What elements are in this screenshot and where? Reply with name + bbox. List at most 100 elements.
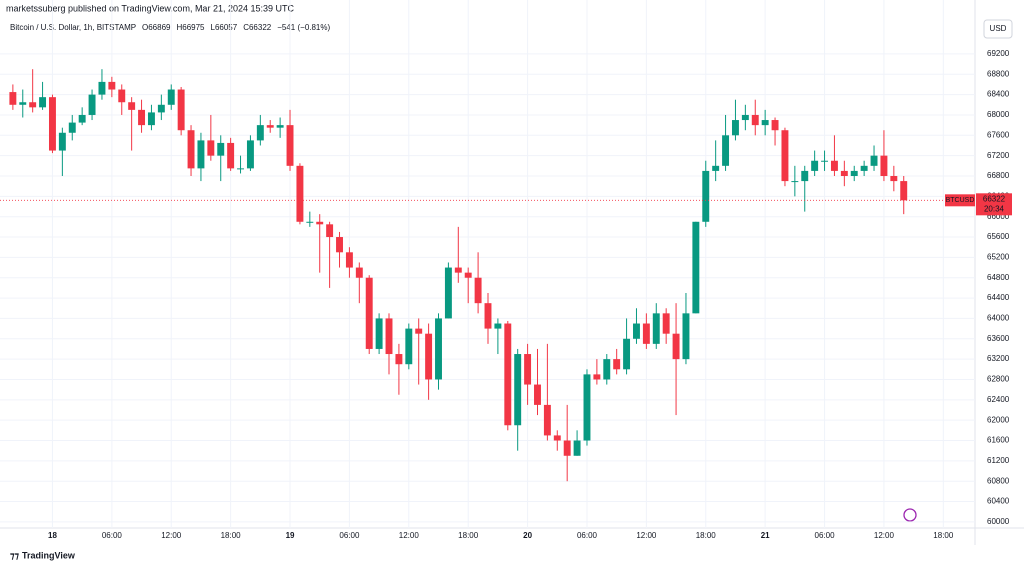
candle-body (78, 114, 86, 123)
x-tick-label: 12:00 (636, 531, 657, 540)
currency-box[interactable] (983, 19, 1013, 39)
candle-body (108, 81, 116, 90)
candle-body (68, 122, 76, 133)
candle-body (761, 120, 769, 126)
candle-body (58, 132, 66, 151)
candle-body (9, 92, 17, 105)
candle-body (692, 221, 700, 314)
legend-value: −541 (−0.81%) (277, 23, 330, 32)
x-tick-label: 06:00 (102, 531, 123, 540)
candle-body (494, 323, 502, 329)
countdown: 20:34 (984, 204, 1005, 213)
candle-body (741, 114, 749, 121)
x-tick-label: 19 (286, 531, 295, 540)
candle-body (870, 155, 878, 166)
y-tick-label: 60800 (987, 476, 1010, 485)
candle-body (821, 160, 829, 162)
legend-value: C66322 (243, 23, 272, 32)
legend-value: O66869 (142, 23, 171, 32)
candle-body (444, 267, 452, 319)
candle-body (167, 89, 175, 105)
y-tick-label: 64800 (987, 273, 1010, 282)
candle-body (98, 81, 106, 95)
x-tick-label: 06:00 (577, 531, 598, 540)
candle-body (642, 323, 650, 344)
candle-body (39, 97, 47, 108)
candle-body (890, 176, 898, 182)
candle-body (286, 125, 294, 166)
y-tick-label: 69200 (987, 49, 1010, 58)
brand-logo: ⁊⁊ (10, 550, 19, 560)
candle-body (583, 374, 591, 441)
y-tick-label: 60400 (987, 497, 1010, 506)
candle-body (266, 125, 274, 128)
publisher: marketssuberg published on TradingView.c… (6, 3, 294, 13)
candle-body (336, 237, 343, 253)
candle-body (29, 102, 37, 108)
x-tick-label: 18:00 (458, 531, 479, 540)
y-tick-label: 65600 (987, 232, 1010, 241)
candle-body (405, 328, 413, 365)
candle-body (256, 125, 264, 141)
candle-body (781, 130, 789, 182)
candle-body (543, 404, 551, 436)
candle-body (19, 102, 27, 105)
candle-body (702, 170, 710, 222)
x-tick-label: 12:00 (874, 531, 895, 540)
candle-body (573, 440, 581, 456)
y-tick-label: 63200 (987, 354, 1010, 363)
candle-body (623, 338, 631, 370)
candle-body (355, 267, 363, 278)
candle-body (811, 160, 819, 171)
candle-body (514, 354, 522, 426)
candle-body (553, 435, 561, 441)
candle-body (633, 323, 640, 339)
y-tick-label: 65200 (987, 252, 1010, 261)
legend-value: H66975 (176, 23, 205, 32)
x-tick-label: 12:00 (161, 531, 182, 540)
candle-body (425, 333, 433, 380)
candle-body (395, 354, 403, 365)
candle-body (900, 181, 908, 201)
x-tick-label: 20 (523, 531, 532, 540)
candle-body (751, 114, 759, 126)
x-tick-label: 18:00 (696, 531, 717, 540)
candle-body (316, 221, 324, 225)
candle-body (138, 109, 146, 126)
candle-body (682, 313, 690, 360)
candle-body (534, 384, 541, 405)
candle-body (128, 102, 136, 110)
candle-body (217, 142, 225, 156)
candle-body (830, 160, 838, 171)
x-tick-label: 12:00 (399, 531, 420, 540)
candle-body (415, 328, 423, 334)
candle-body (296, 165, 304, 222)
candle-body (227, 142, 235, 169)
event-icon[interactable] (903, 508, 917, 522)
candle-body (474, 277, 482, 304)
candle-body (365, 277, 373, 349)
y-tick-label: 68400 (987, 90, 1010, 99)
candle-body (860, 165, 868, 171)
candle-body (276, 125, 284, 128)
candle-body (326, 224, 334, 238)
candle-body (603, 359, 611, 380)
candle-body (454, 267, 462, 273)
y-tick-label: 60000 (987, 517, 1010, 526)
y-tick-label: 62800 (987, 375, 1010, 384)
candle-body (524, 354, 532, 385)
candle-body (147, 112, 155, 126)
candle-body (118, 89, 126, 103)
candle-body (593, 374, 601, 380)
candle-body (48, 97, 56, 151)
y-tick-label: 63600 (987, 334, 1010, 343)
candle-body (375, 318, 383, 349)
x-tick-label: 18:00 (933, 531, 954, 540)
legend-value: L66057 (211, 23, 238, 32)
candle-body (880, 155, 888, 176)
y-tick-label: 66000 (987, 212, 1010, 221)
y-tick-label: 61600 (987, 436, 1010, 445)
candle-body (435, 318, 442, 380)
